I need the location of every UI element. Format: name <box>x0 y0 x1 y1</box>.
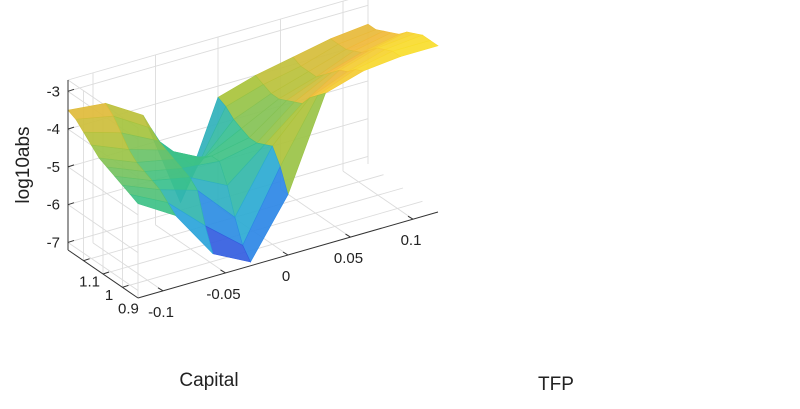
y-tick-mark <box>122 284 129 288</box>
y-tick-label: 1.1 <box>79 274 100 291</box>
z-tick-mark <box>67 164 75 168</box>
surface-patch <box>129 193 177 217</box>
x-tick-label: -0.1 <box>148 304 174 321</box>
z-tick-mark <box>67 239 75 243</box>
x-tick-mark <box>157 287 164 292</box>
floor-y-gridline <box>122 200 423 288</box>
z-tick-label: -6 <box>47 197 60 214</box>
x-tick-label: -0.05 <box>206 286 240 303</box>
z-tick-label: -5 <box>47 159 60 176</box>
z-tick-mark <box>67 126 75 130</box>
y-tick-label: 1 <box>105 287 113 304</box>
y-tick-mark <box>102 271 110 275</box>
x-axis-label: TFP <box>538 374 574 395</box>
z-tick-label: -4 <box>47 121 60 138</box>
z-tick-label: -7 <box>47 234 60 251</box>
y-tick-label: 0.9 <box>118 300 139 317</box>
x-tick-label: 0 <box>282 268 290 285</box>
box-edge <box>67 0 349 81</box>
y-tick-mark <box>83 258 90 262</box>
x-tick-mark <box>345 233 351 238</box>
surface-layer <box>67 23 439 263</box>
surface-patch <box>75 115 122 134</box>
x-tick-mark <box>220 269 226 274</box>
x-tick-mark <box>407 215 414 220</box>
z-tick-mark <box>67 88 75 92</box>
z-tick-label: -3 <box>47 83 60 100</box>
x-tick-mark <box>282 251 289 256</box>
y-axis-label: Capital <box>179 370 238 391</box>
z-axis-label: log10abs <box>13 126 34 203</box>
x-tick-label: 0.05 <box>334 250 363 267</box>
z-tick-mark <box>67 202 75 206</box>
x-tick-label: 0.1 <box>401 232 422 249</box>
ticks-layer: -0.1 -0.05 0 0.05 0.1 0.9 1 1.1 -7 -6 -5 -4 -3 <box>47 83 422 321</box>
